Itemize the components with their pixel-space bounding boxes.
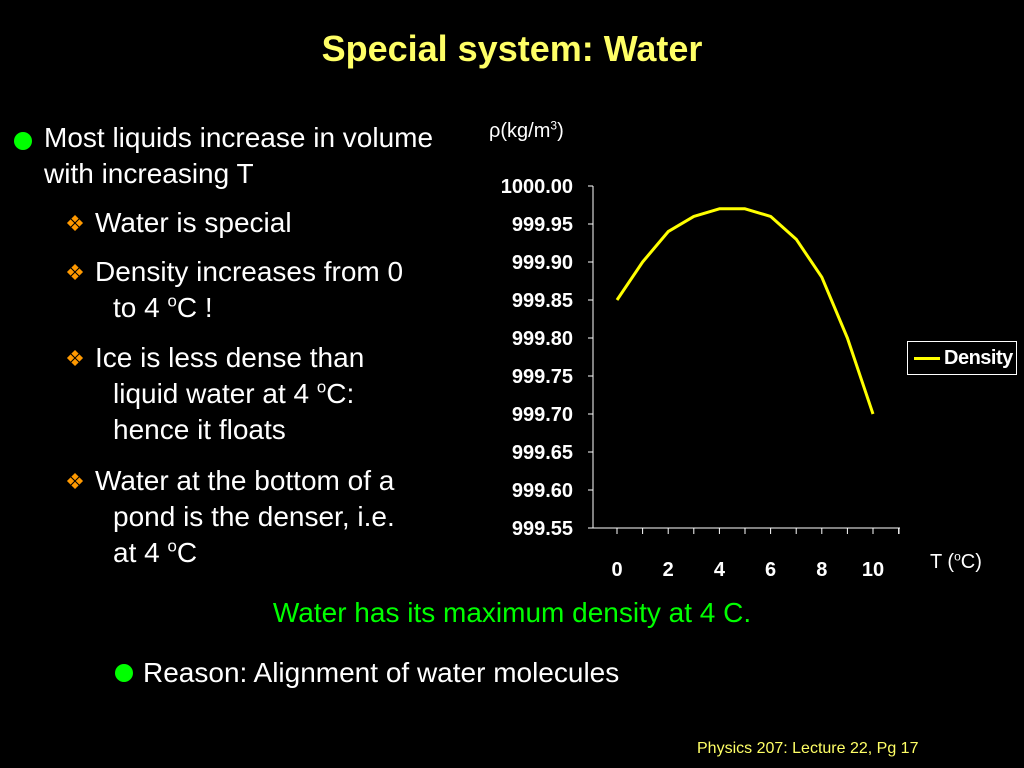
reason-bullet: Reason: Alignment of water molecules [115, 655, 619, 691]
y-tick-label: 999.65 [512, 442, 573, 464]
chart-y-axis-label: ρ(kg/m3) [489, 118, 564, 142]
sub-bullet-text: at 4 oC [113, 536, 198, 568]
sub-bullet-text: pond is the denser, i.e. [113, 501, 395, 532]
chart-x-axis-label: T (oC) [930, 549, 982, 573]
reason-text: Reason: Alignment of water molecules [143, 657, 620, 688]
diamond-bullet-icon: ❖ [65, 260, 85, 285]
y-tick-label: 999.85 [512, 290, 573, 312]
diamond-bullet-icon: ❖ [65, 211, 85, 236]
x-tick-label: 6 [765, 559, 776, 581]
density-chart: 1000.00 999.95 999.90 999.85 999.80 999.75 999… [501, 176, 900, 581]
diamond-bullet-icon: ❖ [65, 469, 85, 494]
sub-bullet-text: liquid water at 4 oC: [113, 377, 355, 409]
x-tick-label: 10 [862, 559, 884, 581]
x-tick-label: 4 [714, 559, 726, 581]
x-tick-label: 8 [816, 559, 827, 581]
y-tick-label: 999.70 [512, 404, 573, 426]
chart-legend: Density [907, 341, 1017, 375]
y-tick-label: 999.60 [512, 480, 573, 502]
x-tick-label: 0 [611, 559, 622, 581]
sub-bullet-text: to 4 oC ! [113, 291, 213, 323]
legend-label: Density [944, 347, 1013, 369]
key-note: Water has its maximum density at 4 C. [272, 597, 752, 628]
y-tick-label: 999.55 [512, 518, 573, 540]
sub-bullet-text: Ice is less dense than [95, 342, 365, 373]
diamond-bullet-icon: ❖ [65, 346, 85, 371]
y-tick-label: 999.80 [512, 328, 573, 350]
y-tick-label: 999.90 [512, 252, 573, 274]
green-dot-icon [115, 664, 133, 682]
legend-line-swatch [914, 357, 940, 360]
sub-bullet-text: Water is special [95, 207, 292, 238]
green-dot-icon [14, 132, 32, 150]
bullet-text: Most liquids increase in volume with inc… [44, 122, 434, 189]
density-series-line [615, 207, 875, 415]
slide-title: Special system: Water [321, 28, 703, 69]
x-tick-label: 2 [663, 559, 674, 581]
y-tick-label: 999.95 [512, 214, 573, 236]
y-tick-label: 1000.00 [501, 176, 573, 198]
slide-footer: Physics 207: Lecture 22, Pg 17 [697, 740, 919, 757]
sub-bullet-text: Water at the bottom of a [95, 465, 395, 496]
sub-bullet-text: hence it floats [113, 414, 286, 445]
sub-bullet-text: Density increases from 0 [95, 256, 404, 287]
y-tick-label: 999.75 [512, 366, 573, 388]
